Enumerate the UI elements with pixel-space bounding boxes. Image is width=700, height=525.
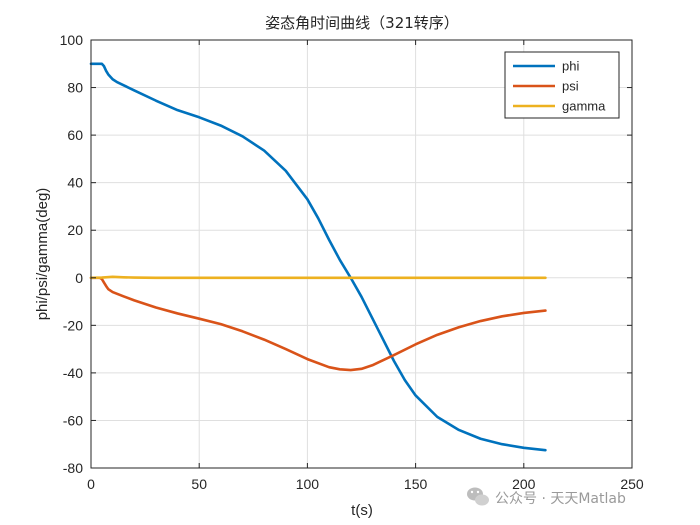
x-tick-label: 200 — [512, 476, 536, 492]
x-tick-label: 50 — [191, 476, 207, 492]
y-tick-label: -60 — [63, 412, 83, 428]
plot-frame — [90, 39, 633, 469]
legend-label-psi: psi — [562, 79, 579, 94]
y-tick-label: -40 — [63, 365, 83, 381]
y-tick-label: -20 — [63, 317, 83, 333]
x-tick-label: 250 — [620, 476, 644, 492]
watermark-text: 公众号 · 天天Matlab — [495, 491, 626, 507]
y-axis-label: phi/psi/gamma(deg) — [34, 188, 51, 321]
y-tick-label: 80 — [67, 80, 83, 96]
chart-title: 姿态角时间曲线（321转序） — [265, 14, 459, 32]
x-tick-label: 0 — [87, 476, 95, 492]
tick-layer: 0 50 100 150 200 250 -80 -60 -40 -20 0 20 40 60 80 100 — [60, 32, 644, 492]
y-tick-label: 40 — [67, 175, 83, 191]
series-line-gamma — [89, 275, 547, 280]
y-tick-label: 60 — [67, 127, 83, 143]
wechat-icon — [467, 487, 489, 506]
x-tick-label: 100 — [296, 476, 320, 492]
x-axis-label: t(s) — [351, 502, 373, 519]
x-tick-label: 150 — [404, 476, 428, 492]
y-tick-label: 100 — [60, 32, 84, 48]
series-layer — [89, 62, 547, 452]
watermark: 公众号 · 天天Matlab — [467, 487, 626, 507]
legend: phi psi gamma — [504, 51, 620, 119]
y-tick-label: -80 — [63, 460, 83, 476]
y-tick-label: 20 — [67, 222, 83, 238]
series-line-psi — [89, 276, 547, 372]
legend-label-phi: phi — [562, 59, 579, 74]
series-line-phi — [89, 62, 547, 452]
y-tick-label: 0 — [75, 270, 83, 286]
legend-label-gamma: gamma — [562, 99, 606, 114]
